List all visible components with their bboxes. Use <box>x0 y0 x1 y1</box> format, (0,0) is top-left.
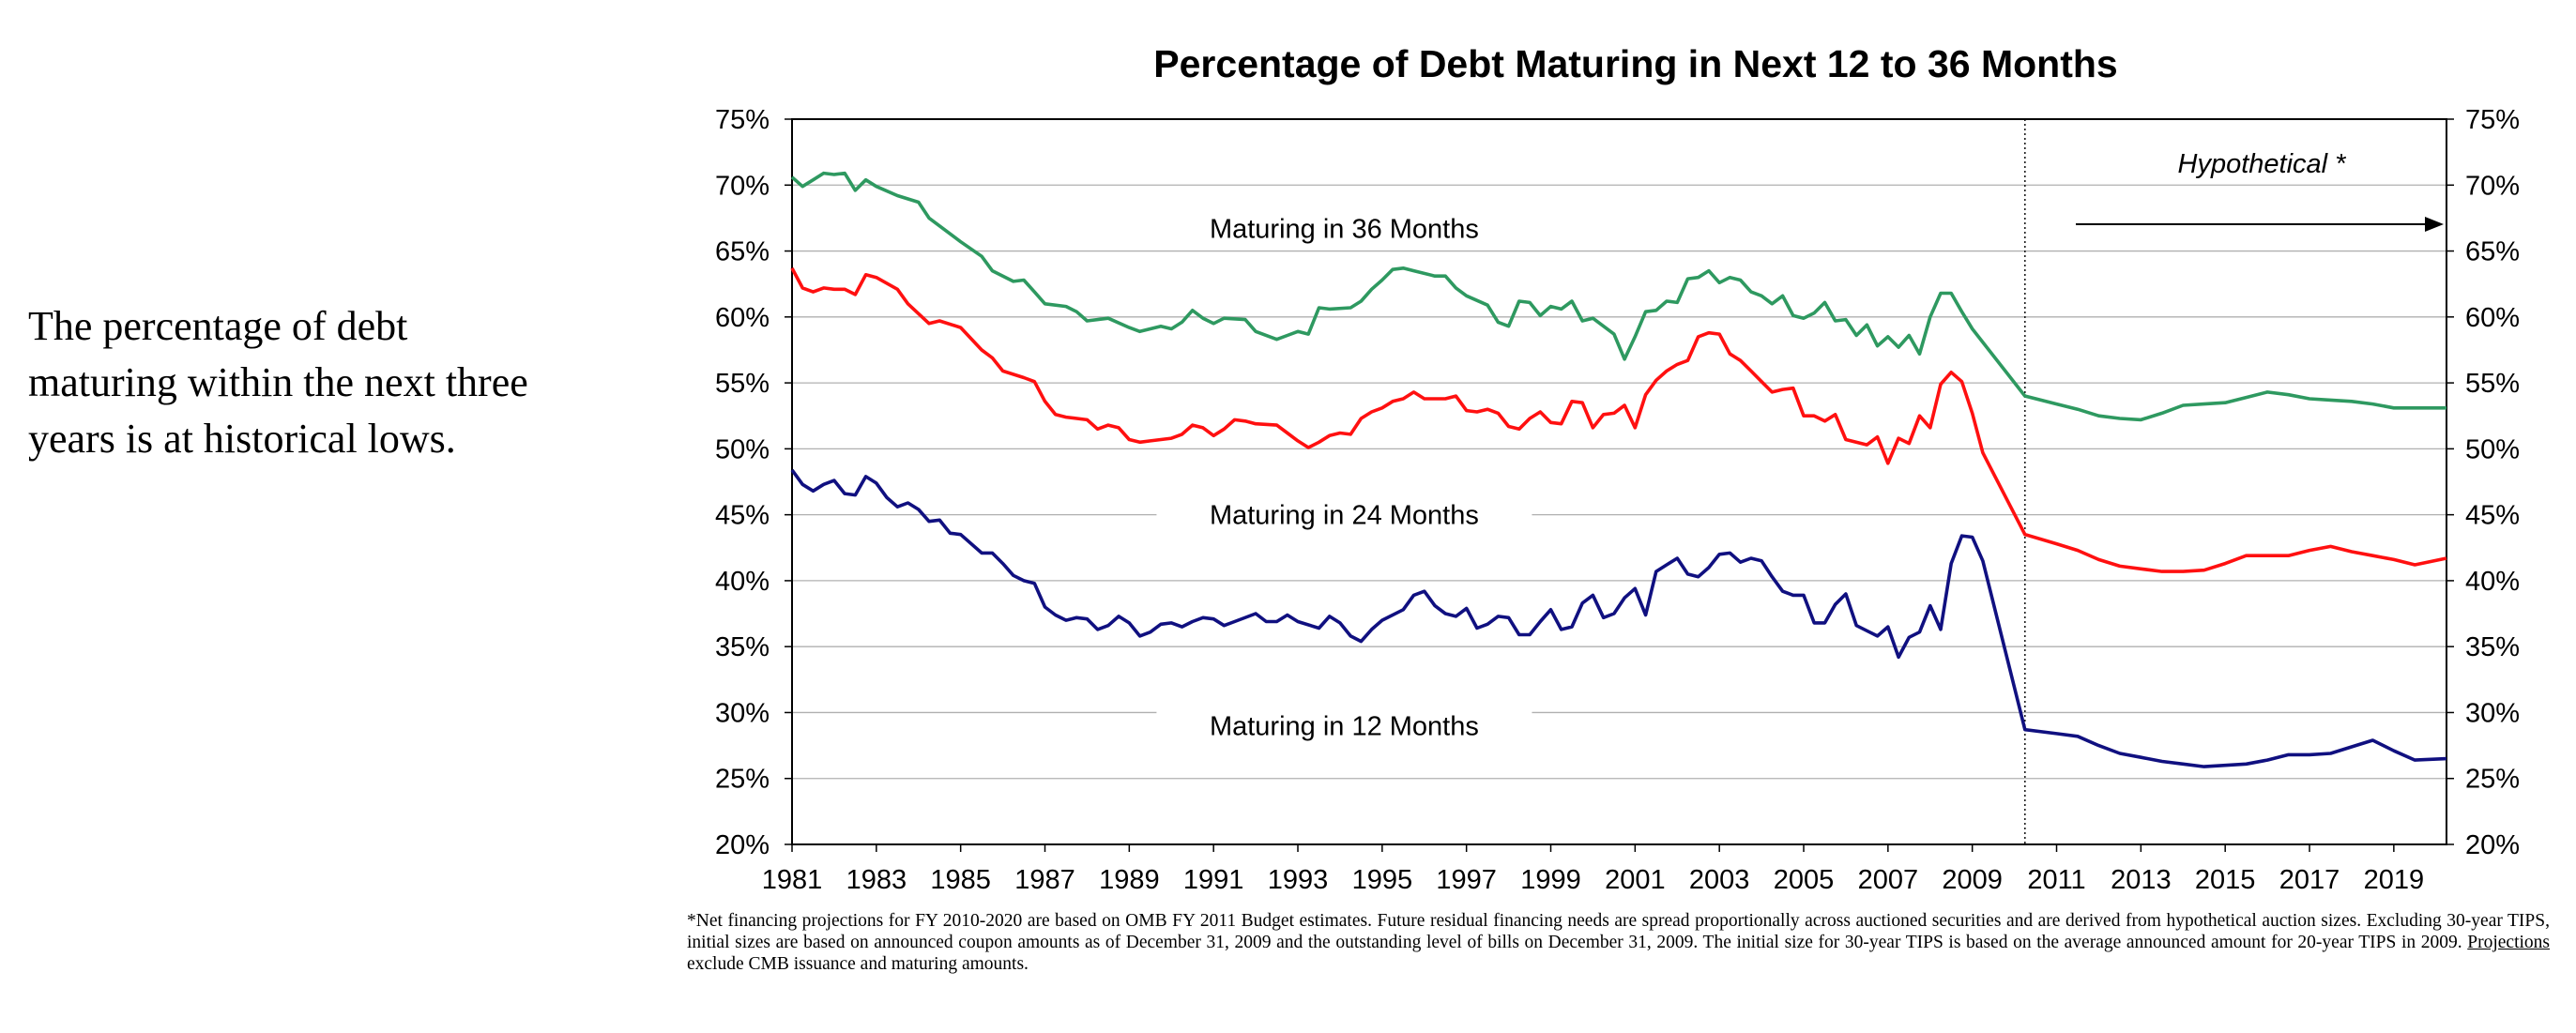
y-tick-label: 40% <box>715 567 770 597</box>
footnote-text-end: exclude CMB issuance and maturing amount… <box>687 954 1029 974</box>
y-tick-label-right: 30% <box>2465 698 2520 728</box>
series-line-1 <box>790 266 2447 573</box>
chart-title: Percentage of Debt Maturing in Next 12 t… <box>1153 42 2117 85</box>
series-label-bg <box>1156 706 1532 745</box>
series-label-2: Maturing in 12 Months <box>1210 712 1479 742</box>
y-tick-label: 70% <box>715 171 770 201</box>
y-tick-label-right: 35% <box>2465 632 2520 662</box>
y-tick-label: 50% <box>715 434 770 464</box>
y-tick-label-right: 55% <box>2465 369 2520 399</box>
y-tick-label-right: 45% <box>2465 501 2520 531</box>
x-tick-label: 1981 <box>762 865 823 895</box>
x-tick-label: 1999 <box>1520 865 1581 895</box>
x-tick-label: 1993 <box>1268 865 1329 895</box>
series-label-1: Maturing in 24 Months <box>1210 501 1479 531</box>
x-tick-label: 2011 <box>2027 865 2085 895</box>
y-tick-label: 45% <box>715 501 770 531</box>
x-tick-label: 1995 <box>1352 865 1413 895</box>
plot-area-frame <box>791 118 2447 845</box>
x-tick-label: 2013 <box>2111 865 2172 895</box>
x-tick-label: 1997 <box>1436 865 1497 895</box>
x-tick-label: 1985 <box>930 865 991 895</box>
y-tick-label: 65% <box>715 237 770 267</box>
x-tick-label: 1983 <box>846 865 907 895</box>
y-tick-label-right: 75% <box>2465 105 2520 135</box>
y-tick-label-right: 60% <box>2465 303 2520 333</box>
y-tick-label: 55% <box>715 369 770 399</box>
x-tick-label: 2015 <box>2195 865 2256 895</box>
series-label-0: Maturing in 36 Months <box>1210 215 1479 245</box>
axis-tick-labels: 20% 20% 25% 25% 30% 30% 35% 35% 40% 40% 45% 45% 50% 5… <box>715 105 2520 895</box>
axis-ticks <box>785 118 2454 852</box>
y-tick-label-right: 40% <box>2465 567 2520 597</box>
y-tick-label-right: 50% <box>2465 434 2520 464</box>
x-tick-label: 2003 <box>1689 865 1750 895</box>
series-label-bg <box>1156 209 1532 248</box>
series-lines <box>790 171 2447 768</box>
x-tick-label: 2001 <box>1605 865 1666 895</box>
footnote: *Net financing projections for FY 2010-2… <box>687 910 2550 975</box>
x-tick-label: 1989 <box>1099 865 1160 895</box>
x-tick-label: 1991 <box>1183 865 1244 895</box>
series-label-bg <box>1156 495 1532 534</box>
gridlines <box>792 184 2446 780</box>
x-tick-label: 1987 <box>1014 865 1075 895</box>
y-tick-label: 20% <box>715 830 770 860</box>
y-tick-label: 75% <box>715 105 770 135</box>
projection-arrow-icon <box>2076 217 2444 232</box>
series-line-0 <box>790 171 2446 422</box>
y-tick-label: 35% <box>715 632 770 662</box>
footnote-text: *Net financing projections for FY 2010-2… <box>687 911 2550 952</box>
y-tick-label-right: 25% <box>2465 765 2520 795</box>
y-tick-label-right: 70% <box>2465 171 2520 201</box>
y-tick-label-right: 65% <box>2465 237 2520 267</box>
y-tick-label: 30% <box>715 698 770 728</box>
x-tick-label: 2017 <box>2279 865 2340 895</box>
y-tick-label: 25% <box>715 765 770 795</box>
summary-text: The percentage of debt maturing within t… <box>28 303 528 462</box>
x-tick-label: 2009 <box>1942 865 2003 895</box>
y-tick-label-right: 20% <box>2465 830 2520 860</box>
y-tick-label: 60% <box>715 303 770 333</box>
footnote-projections-link: Projections <box>2467 933 2550 952</box>
series-labels: Maturing in 36 Months Maturing in 24 Mont… <box>1156 209 1532 745</box>
x-tick-label: 2007 <box>1858 865 1919 895</box>
x-tick-label: 2019 <box>2364 865 2425 895</box>
series-line-2 <box>790 468 2447 768</box>
hypothetical-label: Hypothetical * <box>2178 149 2348 179</box>
x-tick-label: 2005 <box>1774 865 1835 895</box>
